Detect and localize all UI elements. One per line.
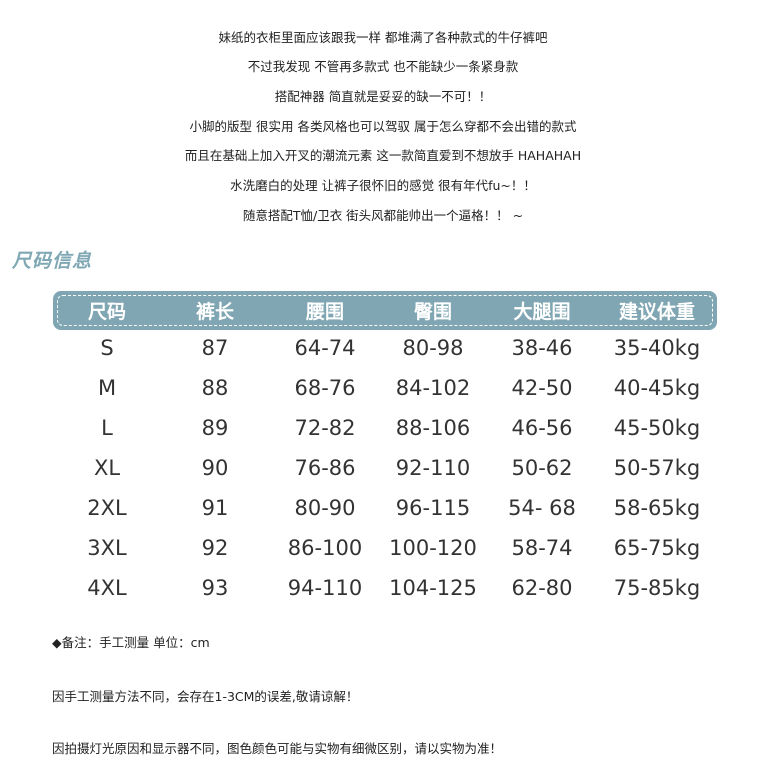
intro-line: 随意搭配T恤/卫衣 街头风都能帅出一个逼格！！ ~ xyxy=(242,208,524,223)
table-cell: 75-85kg xyxy=(613,576,701,600)
table-cell: 86-100 xyxy=(287,536,363,560)
table-cell: 3XL xyxy=(87,536,127,560)
table-cell: 62-80 xyxy=(511,576,573,600)
column-header: 臀围 xyxy=(413,301,453,323)
table-cell: 68-76 xyxy=(294,376,356,400)
table-cell: 88 xyxy=(201,376,229,400)
table-cell: 64-74 xyxy=(294,336,356,360)
table-cell: 92-110 xyxy=(395,456,471,480)
intro-line: 水洗磨白的处理 让裤子很怀旧的感觉 很有年代fu~！！ xyxy=(230,178,536,193)
intro-line: 而且在基础上加入开叉的潮流元素 这一款简直爱到不想放手 HAHAHAH xyxy=(184,148,582,163)
table-cell: 80-98 xyxy=(402,336,464,360)
table-cell: 94-110 xyxy=(287,576,363,600)
table-cell: 87 xyxy=(201,336,229,360)
table-cell: 84-102 xyxy=(395,376,471,400)
table-cell: 104-125 xyxy=(389,576,477,600)
table-cell: 80-90 xyxy=(294,496,356,520)
table-cell: 91 xyxy=(201,496,229,520)
table-cell: S xyxy=(100,336,114,360)
table-cell: 35-40kg xyxy=(613,336,701,360)
table-cell: 88-106 xyxy=(395,416,471,440)
table-cell: 58-74 xyxy=(511,536,573,560)
table-cell: 90 xyxy=(201,456,229,480)
table-cell: 2XL xyxy=(87,496,127,520)
intro-line: 搭配神器 简直就是妥妥的缺一不可！！ xyxy=(274,89,492,104)
intro-line: 不过我发现 不管再多款式 也不能缺少一条紧身款 xyxy=(247,59,519,74)
size-table-header xyxy=(53,291,717,330)
table-cell: 58-65kg xyxy=(613,496,701,520)
table-cell: 100-120 xyxy=(389,536,477,560)
table-cell: 89 xyxy=(201,416,229,440)
table-cell: 4XL xyxy=(87,576,127,600)
column-header: 大腿围 xyxy=(513,301,571,323)
table-cell: 65-75kg xyxy=(613,536,701,560)
table-cell: 46-56 xyxy=(511,416,573,440)
table-cell: M xyxy=(97,376,117,400)
column-header: 腰围 xyxy=(305,301,345,323)
table-cell: 72-82 xyxy=(294,416,356,440)
column-header: 裤长 xyxy=(195,301,235,323)
table-cell: 93 xyxy=(201,576,229,600)
table-cell: 92 xyxy=(201,536,229,560)
note-line: 因手工测量方法不同，会存在1-3CM的误差,敬请谅解！ xyxy=(52,689,359,704)
note-line: 因拍摄灯光原因和显示器不同，图色颜色可能与实物有细微区别，请以实物为准！ xyxy=(52,741,503,756)
intro-line: 小脚的版型 很实用 各类风格也可以驾驭 属于怎么穿都不会出错的款式 xyxy=(189,119,577,134)
table-cell: XL xyxy=(93,456,121,480)
table-cell: 50-62 xyxy=(511,456,573,480)
table-cell: 45-50kg xyxy=(613,416,701,440)
table-cell: 38-46 xyxy=(511,336,573,360)
section-title: 尺码信息 xyxy=(12,250,93,272)
table-cell: L xyxy=(101,416,113,440)
table-cell: 76-86 xyxy=(294,456,356,480)
column-header: 尺码 xyxy=(87,301,127,323)
table-cell: 50-57kg xyxy=(613,456,701,480)
table-cell: 96-115 xyxy=(395,496,471,520)
note-line: ◆备注：手工测量 单位：cm xyxy=(52,635,210,650)
column-header: 建议体重 xyxy=(618,301,696,323)
table-cell: 54- 68 xyxy=(508,496,576,520)
table-cell: 40-45kg xyxy=(613,376,701,400)
table-cell: 42-50 xyxy=(511,376,573,400)
intro-line: 妹纸的衣柜里面应该跟我一样 都堆满了各种款式的牛仔裤吧 xyxy=(218,30,548,45)
